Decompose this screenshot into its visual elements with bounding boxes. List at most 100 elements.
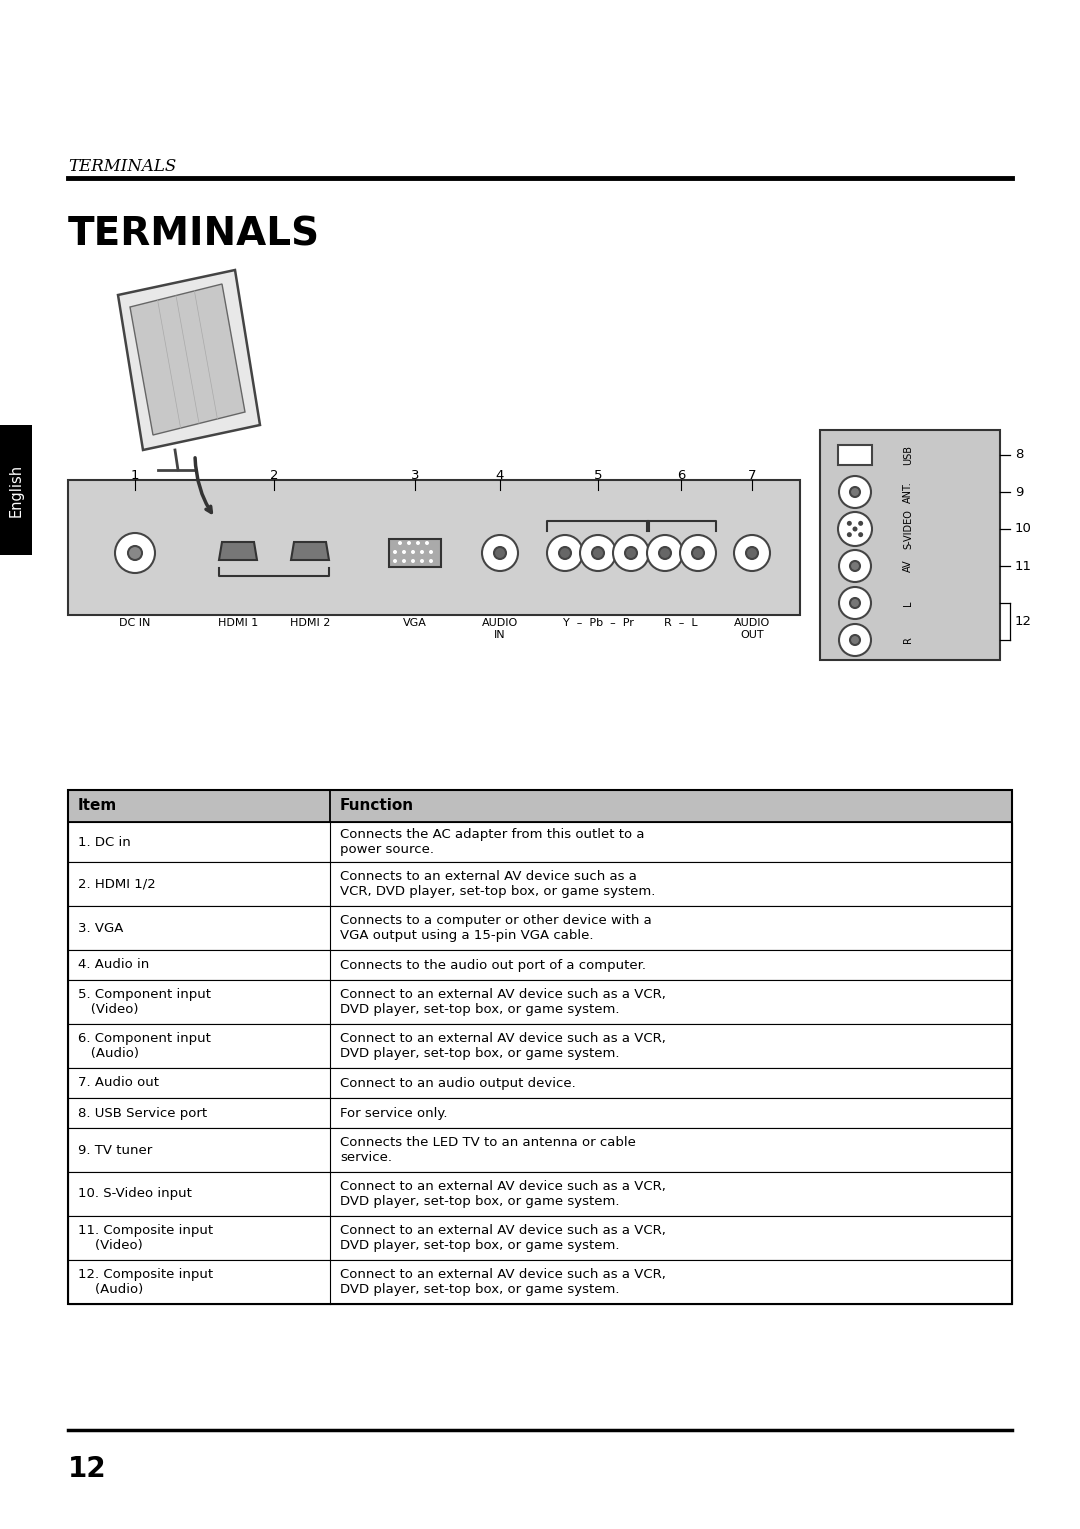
FancyBboxPatch shape [68,1260,1012,1304]
Text: S-VIDEO: S-VIDEO [903,509,913,549]
FancyBboxPatch shape [68,1024,1012,1067]
Circle shape [402,560,406,563]
Circle shape [416,541,420,544]
Text: 5: 5 [594,469,603,482]
Text: 9. TV tuner: 9. TV tuner [78,1144,152,1156]
FancyBboxPatch shape [68,823,1012,862]
Circle shape [580,535,616,570]
FancyBboxPatch shape [68,790,1012,823]
Text: 7: 7 [747,469,756,482]
FancyBboxPatch shape [68,1216,1012,1260]
Text: L: L [903,601,913,605]
FancyBboxPatch shape [68,1098,1012,1128]
Circle shape [850,488,860,497]
Circle shape [850,561,860,570]
Text: 12. Composite input
    (Audio): 12. Composite input (Audio) [78,1268,213,1297]
Text: Item: Item [78,798,118,813]
Text: 10. S-Video input: 10. S-Video input [78,1188,192,1200]
Circle shape [680,535,716,570]
Circle shape [839,550,870,583]
FancyBboxPatch shape [68,980,1012,1024]
Circle shape [839,476,870,508]
Circle shape [559,547,571,560]
Text: 1. DC in: 1. DC in [78,835,131,849]
Text: USB: USB [903,445,913,465]
Polygon shape [219,541,257,560]
Circle shape [734,535,770,570]
Circle shape [692,547,704,560]
Circle shape [546,535,583,570]
Circle shape [399,541,402,544]
Text: 2: 2 [270,469,279,482]
Text: 12: 12 [68,1456,107,1483]
Circle shape [494,547,507,560]
Text: TERMINALS: TERMINALS [68,157,176,174]
Text: 8: 8 [1015,448,1024,462]
FancyBboxPatch shape [68,862,1012,907]
Circle shape [859,532,863,537]
Circle shape [482,535,518,570]
Circle shape [647,535,683,570]
Text: Connect to an external AV device such as a VCR,
DVD player, set-top box, or game: Connect to an external AV device such as… [340,1268,666,1297]
Text: 1: 1 [131,469,139,482]
Circle shape [859,521,863,526]
Circle shape [613,535,649,570]
Text: 8. USB Service port: 8. USB Service port [78,1107,207,1119]
Text: Connects the AC adapter from this outlet to a
power source.: Connects the AC adapter from this outlet… [340,829,645,856]
Circle shape [402,550,406,553]
Text: 11: 11 [1015,560,1032,572]
Text: Connect to an audio output device.: Connect to an audio output device. [340,1076,576,1090]
Circle shape [114,534,156,573]
Text: Function: Function [340,798,414,813]
Text: Connects to an external AV device such as a
VCR, DVD player, set-top box, or gam: Connects to an external AV device such a… [340,870,656,898]
Circle shape [839,587,870,619]
Text: Connects to the audio out port of a computer.: Connects to the audio out port of a comp… [340,959,646,971]
Circle shape [847,521,852,526]
Circle shape [850,598,860,609]
Circle shape [592,547,604,560]
Text: VGA: VGA [403,618,427,628]
Text: 7. Audio out: 7. Audio out [78,1076,159,1090]
Text: Connect to an external AV device such as a VCR,
DVD player, set-top box, or game: Connect to an external AV device such as… [340,1225,666,1252]
Circle shape [393,550,397,553]
Text: 5. Component input
   (Video): 5. Component input (Video) [78,988,211,1015]
Circle shape [426,541,429,544]
FancyBboxPatch shape [68,950,1012,980]
Text: AUDIO
IN: AUDIO IN [482,618,518,639]
Polygon shape [118,271,260,450]
FancyBboxPatch shape [68,1067,1012,1098]
Circle shape [852,526,858,532]
Circle shape [420,550,424,553]
Circle shape [847,532,852,537]
Circle shape [393,560,397,563]
Text: 2. HDMI 1/2: 2. HDMI 1/2 [78,878,156,890]
FancyBboxPatch shape [0,425,32,555]
Text: AUDIO
OUT: AUDIO OUT [734,618,770,639]
Text: Connects the LED TV to an antenna or cable
service.: Connects the LED TV to an antenna or cab… [340,1136,636,1164]
Text: 11. Composite input
    (Video): 11. Composite input (Video) [78,1225,213,1252]
Polygon shape [130,284,245,434]
Circle shape [838,512,872,546]
Text: HDMI 2: HDMI 2 [289,618,330,628]
Circle shape [850,635,860,645]
Text: Connect to an external AV device such as a VCR,
DVD player, set-top box, or game: Connect to an external AV device such as… [340,1180,666,1208]
Text: 3: 3 [410,469,419,482]
Text: 4: 4 [496,469,504,482]
Text: English: English [9,463,24,517]
Text: R  –  L: R – L [664,618,698,628]
Circle shape [411,560,415,563]
Text: Connect to an external AV device such as a VCR,
DVD player, set-top box, or game: Connect to an external AV device such as… [340,1032,666,1060]
Circle shape [411,550,415,553]
Circle shape [746,547,758,560]
Circle shape [429,550,433,553]
FancyBboxPatch shape [838,445,872,465]
Text: 10: 10 [1015,523,1031,535]
Circle shape [420,560,424,563]
FancyBboxPatch shape [820,430,1000,661]
Text: AV: AV [903,560,913,572]
Circle shape [407,541,411,544]
Circle shape [659,547,671,560]
Circle shape [839,624,870,656]
Circle shape [625,547,637,560]
Text: Connect to an external AV device such as a VCR,
DVD player, set-top box, or game: Connect to an external AV device such as… [340,988,666,1015]
